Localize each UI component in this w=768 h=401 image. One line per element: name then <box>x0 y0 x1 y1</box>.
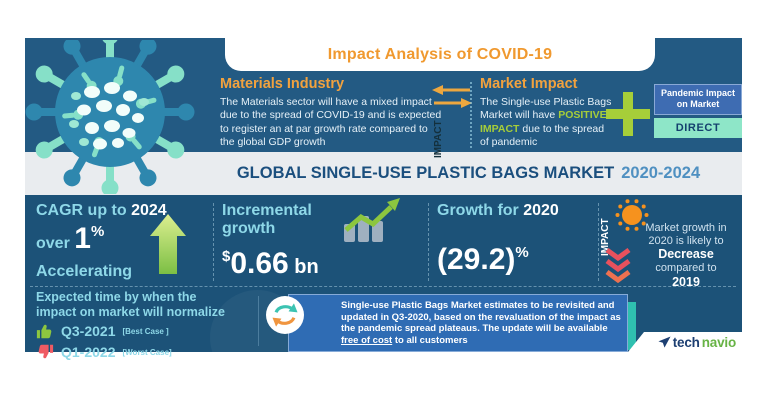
logo-area: tech navio <box>628 332 742 352</box>
horizontal-dashed-divider <box>30 286 736 287</box>
currency-symbol: $ <box>222 248 231 265</box>
impact-year: 2019 <box>672 274 700 289</box>
logo-text-tech: tech <box>672 334 700 350</box>
impact-exchange-arrows-icon <box>432 85 472 108</box>
pandemic-impact-box: Pandemic Impact on Market DIRECT <box>654 84 742 138</box>
decrease-chevrons-icon <box>605 248 631 284</box>
note-text-end: to all customers <box>392 334 468 346</box>
normalize-section: Expected time by when the impact on mark… <box>36 290 262 361</box>
thumbs-down-icon <box>38 344 54 359</box>
impact-line-3: compared to <box>655 261 717 274</box>
impact-emphasis: Decrease <box>658 247 714 262</box>
worst-case-label: [Worst Case] <box>122 347 172 357</box>
growth-year: 2020 <box>523 202 559 219</box>
stat-divider <box>213 203 214 281</box>
thumbs-up-icon <box>36 324 52 339</box>
stat-divider <box>598 203 599 281</box>
direct-button[interactable]: DIRECT <box>654 117 742 138</box>
positive-impact-highlight: POSITIVE IMPACT <box>480 109 607 135</box>
incremental-unit: bn <box>288 256 319 278</box>
market-impact-heading: Market Impact <box>480 76 578 92</box>
cagr-value: 1 <box>74 222 91 255</box>
sun-virus-icon <box>615 199 649 231</box>
normalize-heading-line2: impact on market will normalize <box>36 304 225 319</box>
cagr-trend: Accelerating <box>36 263 133 280</box>
impact-vertical-label-top: IMPACT <box>433 120 444 158</box>
worst-case-row: Q1-2022 [Worst Case] <box>36 343 262 361</box>
cagr-stat: CAGR up to 2024 over 1% Accelerating <box>36 202 208 281</box>
note-free-of-cost: free of cost <box>341 334 393 346</box>
worst-case-quarter: Q1-2022 <box>61 344 116 360</box>
growth-2020-stat: Growth for 2020 (29.2)% <box>437 202 595 277</box>
note-text: Single-use Plastic Bags Market estimates… <box>341 300 621 335</box>
materials-heading: Materials Industry <box>220 76 345 92</box>
incremental-value: 0.66 <box>230 247 289 280</box>
thin-divider <box>258 296 259 346</box>
growth-unit: % <box>515 244 529 261</box>
best-case-row: Q3-2021 [Best Case ] <box>36 322 262 340</box>
plus-icon <box>606 92 650 136</box>
market-impact-section: Market Impact The Single-use Plastic Bag… <box>480 76 614 149</box>
refresh-icon <box>266 296 304 334</box>
market-impact-text-after: due to the spread of pandemic <box>480 122 605 148</box>
pandemic-impact-label: Pandemic Impact on Market <box>654 84 742 115</box>
cagr-over: over <box>36 235 75 252</box>
technavio-arrow-icon <box>658 335 671 348</box>
market-impact-text: The Single-use Plastic Bags Market will … <box>480 96 612 122</box>
growth-label: Growth for <box>437 202 524 219</box>
logo-text-navio: navio <box>701 334 736 350</box>
best-case-label: [Best Case ] <box>122 326 169 336</box>
update-note: Single-use Plastic Bags Market estimates… <box>288 294 628 353</box>
up-arrow-icon <box>150 214 186 274</box>
page-title: Impact Analysis of COVID-19 <box>327 45 553 63</box>
growth-value: (29.2) <box>437 243 516 276</box>
market-impact-body: The Single-use Plastic Bags Market will … <box>480 96 614 149</box>
market-growth-note: Market growth in 2020 is likely to Decre… <box>632 222 740 289</box>
cagr-prefix: CAGR up to <box>36 202 132 219</box>
refresh-arrows-icon <box>272 303 298 327</box>
materials-industry-section: Materials Industry The Materials sector … <box>220 76 444 149</box>
normalize-heading: Expected time by when the impact on mark… <box>36 290 262 319</box>
stat-divider <box>428 203 429 281</box>
incremental-label-1: Incremental <box>222 202 312 219</box>
incremental-label-2: growth <box>222 220 276 237</box>
header-banner: Impact Analysis of COVID-19 <box>225 38 655 71</box>
market-title: GLOBAL SINGLE-USE PLASTIC BAGS MARKET <box>236 164 615 182</box>
cagr-unit: % <box>90 223 105 240</box>
impact-line-1: Market growth in <box>645 222 727 234</box>
impact-line-2: 2020 is likely to <box>648 234 724 247</box>
incremental-growth-stat: Incremental growth $0.66 bn <box>222 202 422 281</box>
bar-chart-growth-icon <box>344 198 400 242</box>
cagr-year: 2024 <box>131 202 167 219</box>
materials-body: The Materials sector will have a mixed i… <box>220 96 442 148</box>
market-years: 2020-2024 <box>621 164 701 182</box>
dotted-divider <box>470 82 472 148</box>
best-case-quarter: Q3-2021 <box>61 323 116 339</box>
coronavirus-icon <box>25 40 195 194</box>
normalize-heading-line1: Expected time by when the <box>36 290 197 304</box>
